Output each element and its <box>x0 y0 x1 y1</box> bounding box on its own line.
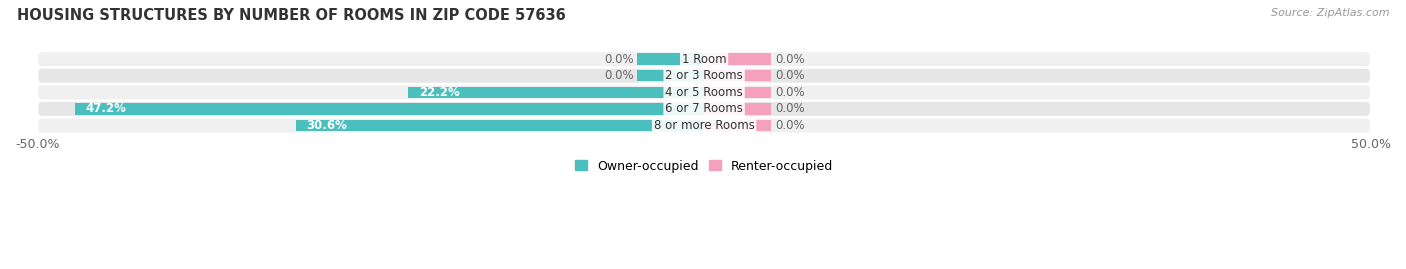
Text: 22.2%: 22.2% <box>419 86 460 99</box>
Bar <box>704 103 770 115</box>
Text: 4 or 5 Rooms: 4 or 5 Rooms <box>665 86 742 99</box>
Text: 2 or 3 Rooms: 2 or 3 Rooms <box>665 69 742 82</box>
Text: 0.0%: 0.0% <box>775 102 804 115</box>
Text: 0.0%: 0.0% <box>775 86 804 99</box>
Bar <box>704 120 770 131</box>
Text: 8 or more Rooms: 8 or more Rooms <box>654 119 755 132</box>
Bar <box>408 87 704 98</box>
Text: 6 or 7 Rooms: 6 or 7 Rooms <box>665 102 742 115</box>
Text: 30.6%: 30.6% <box>307 119 347 132</box>
Text: 0.0%: 0.0% <box>775 119 804 132</box>
Text: HOUSING STRUCTURES BY NUMBER OF ROOMS IN ZIP CODE 57636: HOUSING STRUCTURES BY NUMBER OF ROOMS IN… <box>17 8 565 23</box>
Bar <box>637 54 704 65</box>
FancyBboxPatch shape <box>37 68 1371 84</box>
FancyBboxPatch shape <box>37 118 1371 134</box>
Text: 0.0%: 0.0% <box>775 69 804 82</box>
Bar <box>704 70 770 82</box>
FancyBboxPatch shape <box>37 51 1371 67</box>
Text: Source: ZipAtlas.com: Source: ZipAtlas.com <box>1271 8 1389 18</box>
FancyBboxPatch shape <box>37 101 1371 117</box>
Bar <box>704 54 770 65</box>
Text: 0.0%: 0.0% <box>603 53 634 66</box>
Bar <box>704 87 770 98</box>
Bar <box>637 70 704 82</box>
Legend: Owner-occupied, Renter-occupied: Owner-occupied, Renter-occupied <box>569 155 838 178</box>
FancyBboxPatch shape <box>37 84 1371 100</box>
Text: 47.2%: 47.2% <box>86 102 127 115</box>
Text: 0.0%: 0.0% <box>603 69 634 82</box>
Bar <box>75 103 704 115</box>
Bar <box>297 120 704 131</box>
Text: 0.0%: 0.0% <box>775 53 804 66</box>
Text: 1 Room: 1 Room <box>682 53 727 66</box>
